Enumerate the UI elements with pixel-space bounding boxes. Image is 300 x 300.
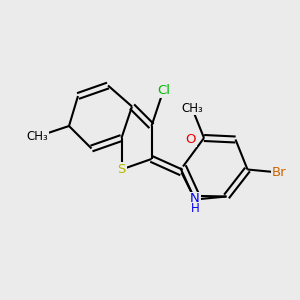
Text: O: O [185, 133, 196, 146]
Text: N: N [190, 193, 200, 206]
Text: CH₃: CH₃ [27, 130, 48, 143]
Text: Cl: Cl [157, 83, 170, 97]
Text: H: H [190, 202, 200, 215]
Text: S: S [117, 163, 126, 176]
Text: Br: Br [272, 166, 286, 179]
Text: CH₃: CH₃ [181, 101, 203, 115]
Text: N: N [190, 192, 200, 206]
